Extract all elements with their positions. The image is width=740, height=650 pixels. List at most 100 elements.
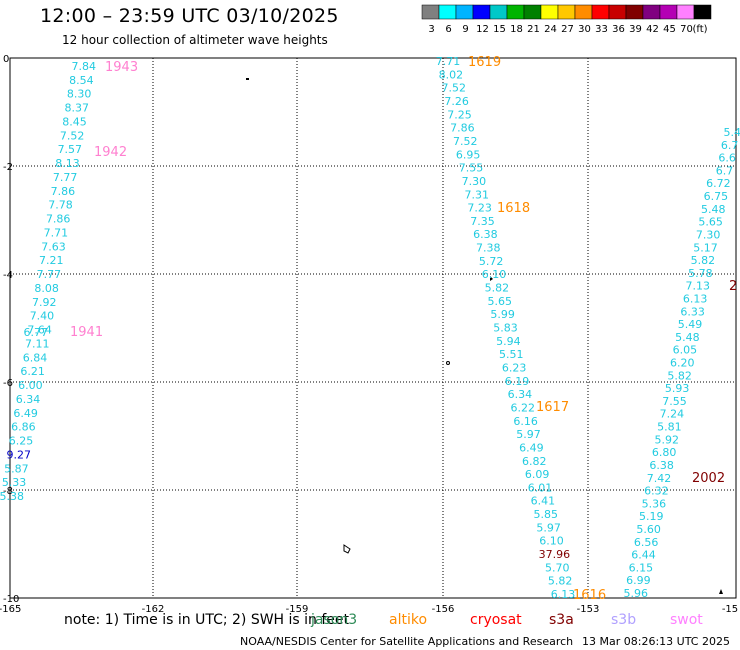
x-tick-label: -15 [722, 604, 738, 615]
color-scale-legend: 3 6 9 12 15 18 21 24 27 30 33 36 39 42 45 70 (ft) [421, 4, 712, 35]
wave-height-value: 5.94 [496, 335, 521, 348]
colorbar-label: 12 [476, 24, 489, 35]
legend-swot: swot [670, 612, 703, 628]
wave-height-value: 5.97 [536, 521, 561, 534]
wave-height-value: 6.38 [649, 459, 674, 472]
wave-height-value: 6.10 [482, 268, 507, 281]
wave-height-value: 7.86 [46, 213, 71, 226]
wave-height-value: 8.02 [439, 68, 464, 81]
wave-height-value: 6.32 [644, 485, 669, 498]
wave-height-value: 5.92 [655, 433, 680, 446]
wave-height-value: 8.45 [62, 115, 87, 128]
y-tick-label: -10 [3, 594, 19, 605]
wave-height-value: 5.83 [493, 322, 518, 335]
wave-height-value: 7.63 [41, 240, 66, 253]
wave-height-value: 7.86 [51, 185, 76, 198]
legend-cryosat: cryosat [470, 612, 522, 628]
wave-height-value: 6.77 [24, 326, 49, 339]
wave-height-value: 7.52 [442, 82, 467, 95]
wave-height-value: 6.7 [721, 139, 739, 152]
colorbar-label: 39 [629, 24, 642, 35]
wave-height-value: 5.4 [724, 126, 740, 139]
wave-height-value: 7.40 [30, 310, 55, 323]
pass-number-label: 1943 [105, 60, 138, 75]
wave-height-value: 6.41 [531, 495, 556, 508]
wave-height-value: 8.08 [34, 282, 59, 295]
wave-height-value: 5.82 [485, 282, 510, 295]
legend-s3a: s3a [549, 612, 574, 628]
wave-height-value: 5.19 [639, 510, 664, 523]
wave-height-value: 7.38 [476, 242, 501, 255]
colorbar-label: 70 [680, 24, 693, 35]
pass-number-label: 2002 [692, 471, 725, 486]
wave-height-value: 8.30 [67, 88, 92, 101]
map-frame [9, 57, 737, 599]
note-text: note: 1) Time is in UTC; 2) SWH is in fe… [64, 612, 350, 628]
wave-height-value: 7.21 [39, 254, 64, 267]
wave-height-value: 7.55 [662, 395, 687, 408]
wave-height-value: 5.97 [516, 428, 541, 441]
wave-height-value: 7.31 [465, 188, 490, 201]
wave-height-value: 6.38 [473, 228, 498, 241]
wave-height-value: 8.54 [69, 74, 94, 87]
colorbar-label: (ft) [692, 24, 707, 35]
wave-height-value: 7.52 [60, 129, 85, 142]
wave-height-value: 7.86 [450, 122, 475, 135]
colorbar-label: 18 [510, 24, 523, 35]
wave-height-value: 6.19 [505, 375, 530, 388]
wave-height-value: 6.21 [20, 365, 45, 378]
wave-height-value: 7.30 [696, 228, 721, 241]
y-tick-label: -6 [3, 378, 13, 389]
wave-height-value: 6.05 [673, 344, 698, 357]
x-tick-label: -156 [432, 604, 455, 615]
legend-altiko: altiko [389, 612, 428, 628]
wave-height-value: 6.49 [519, 441, 544, 454]
x-tick-label: -153 [577, 604, 600, 615]
island-outline [343, 544, 351, 554]
wave-height-value: 5.93 [665, 382, 690, 395]
footer-credit: NOAA/NESDIS Center for Satellite Applica… [240, 635, 574, 648]
y-tick-label: 0 [3, 54, 9, 65]
wave-height-value: 9.27 [6, 448, 31, 461]
wave-height-value: 6.95 [456, 148, 481, 161]
island-outline [719, 589, 723, 594]
wave-height-value: 5.48 [701, 203, 726, 216]
map-speck [246, 78, 249, 80]
wave-height-value: 6.44 [631, 549, 656, 562]
colorbar-label: 45 [663, 24, 676, 35]
wave-height-value: 6.13 [551, 588, 576, 601]
wave-height-value: 7.71 [44, 226, 69, 239]
wave-height-value: 6.23 [502, 361, 527, 374]
wave-height-value: 5.38 [0, 490, 24, 503]
wave-height-value: 5.99 [490, 308, 515, 321]
x-tick-label: -162 [142, 604, 165, 615]
wave-height-value: 6.20 [670, 357, 695, 370]
wave-height-value: 5.81 [657, 421, 682, 434]
x-tick-label: -159 [286, 604, 309, 615]
wave-height-value: 6.01 [528, 481, 553, 494]
wave-height-value: 6.56 [634, 536, 659, 549]
wave-height-value: 7.77 [53, 171, 78, 184]
pass-number-label: 1616 [573, 588, 606, 603]
colorbar-label: 30 [578, 24, 591, 35]
wave-height-value: 6.00 [18, 379, 43, 392]
wave-height-value: 7.13 [686, 280, 711, 293]
wave-height-value: 5.82 [667, 369, 692, 382]
wave-height-value: 7.24 [660, 408, 685, 421]
wave-height-value: 7.57 [58, 143, 83, 156]
wave-height-value: 5.48 [675, 331, 700, 344]
colorbar-label: 3 [428, 24, 434, 35]
legend-s3b: s3b [611, 612, 637, 628]
pass-number-label: 1619 [468, 55, 501, 70]
wave-height-value: 5.70 [545, 561, 570, 574]
wave-height-value: 5.17 [693, 241, 718, 254]
colorbar-swatch [693, 4, 712, 20]
wave-height-value: 5.65 [698, 216, 723, 229]
pass-number-label: 1942 [94, 145, 127, 160]
wave-height-value: 7.71 [436, 55, 461, 68]
wave-height-value: 7.26 [444, 95, 469, 108]
wave-height-value: 7.92 [32, 296, 57, 309]
colorbar-label: 24 [544, 24, 557, 35]
wave-height-value: 6.34 [16, 393, 41, 406]
